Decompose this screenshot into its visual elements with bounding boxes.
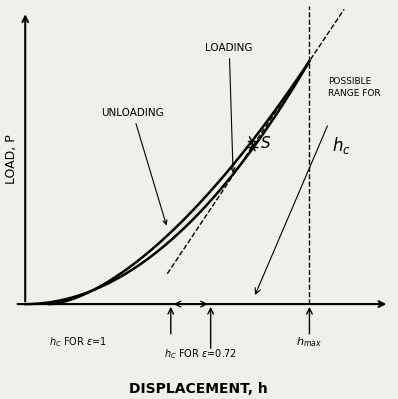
Text: $h_{max}$: $h_{max}$ [297, 335, 322, 349]
Text: S: S [261, 136, 271, 151]
Text: $h_C$ FOR $\varepsilon$=0.72: $h_C$ FOR $\varepsilon$=0.72 [164, 347, 237, 361]
Text: UNLOADING: UNLOADING [101, 108, 167, 224]
Text: POSSIBLE
RANGE FOR: POSSIBLE RANGE FOR [328, 77, 381, 98]
Text: $h_c$: $h_c$ [332, 134, 351, 156]
Text: LOAD, P: LOAD, P [5, 135, 18, 184]
Text: LOADING: LOADING [205, 43, 253, 172]
Text: DISPLACEMENT, h: DISPLACEMENT, h [129, 382, 268, 396]
Text: $h_C$ FOR $\varepsilon$=1: $h_C$ FOR $\varepsilon$=1 [49, 335, 108, 349]
